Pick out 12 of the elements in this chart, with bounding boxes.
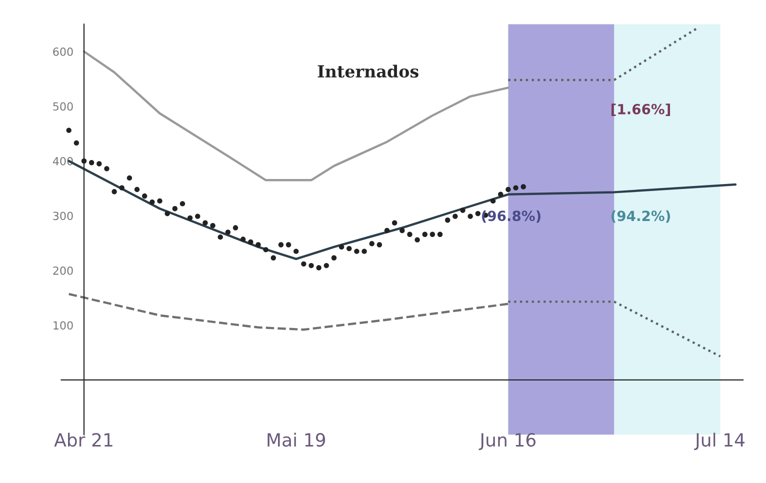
y-tick-label: 300 [53,212,73,220]
x-tick-label: Abr 21 [54,432,112,447]
y-tick-label: 500 [53,102,73,111]
annotation: (94.2%) [612,210,670,223]
text: Internados [318,64,418,78]
y-tick-label: 600 [53,47,73,56]
x-tick-label: Jun 16 [478,433,536,450]
annotation: [1.66%] [612,104,670,116]
y-tick-label: 100 [54,321,73,330]
x-tick-label: Jul 14 [694,432,745,450]
x-tick-label: Mai 19 [268,432,326,447]
y-tick-label: 200 [53,266,73,275]
